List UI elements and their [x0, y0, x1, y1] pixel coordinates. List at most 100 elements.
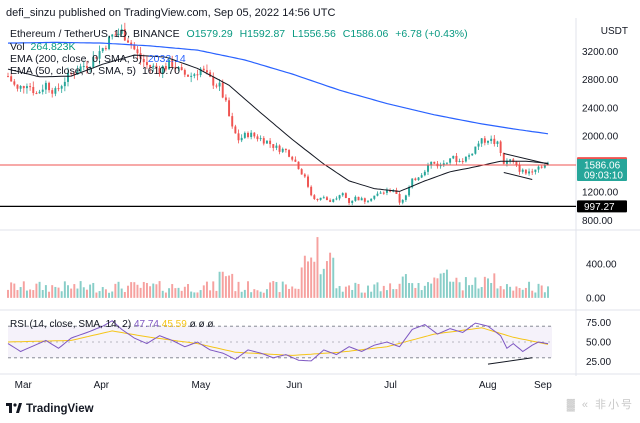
volume-bar [85, 289, 88, 298]
candle-body [171, 60, 174, 67]
volume-bar [35, 283, 38, 298]
candle-body [490, 138, 493, 141]
symbol-legend[interactable]: Ethereum / TetherUS, 1D, BINANCE O1579.2… [10, 28, 468, 40]
candle-body [471, 153, 474, 156]
volume-bar [104, 289, 107, 298]
candle-body [164, 66, 167, 70]
candle-body [85, 66, 88, 68]
volume-bar [76, 288, 79, 298]
candle-body [395, 190, 398, 194]
candle-body [427, 165, 429, 172]
volume-bar [490, 282, 493, 298]
volume-bar [385, 290, 388, 298]
ema200-line [7, 41, 549, 135]
candle-body [95, 56, 98, 59]
candle-body [25, 86, 28, 89]
volume-bar [265, 289, 268, 298]
volume-bar [278, 292, 281, 298]
candle-body [269, 140, 272, 145]
volume-bar [518, 288, 521, 298]
volume-bar [291, 286, 294, 298]
upper-trendline [503, 152, 549, 165]
candle-body [528, 171, 531, 174]
volume-bar [439, 273, 442, 298]
candle-body [332, 199, 335, 202]
candle-body [240, 137, 243, 141]
volume-bar [250, 292, 253, 298]
volume-bar [212, 281, 215, 298]
rsi-ma-value: 45.59 [161, 319, 187, 330]
volume-bar [354, 282, 357, 298]
brand-name: TradingView [26, 403, 94, 415]
candle-body [199, 68, 202, 76]
candle-body [57, 88, 60, 90]
time-tick-label: Apr [94, 380, 110, 391]
volume-bar [433, 277, 436, 298]
volume-bar [243, 289, 246, 298]
volume-bar [221, 271, 224, 298]
price-grid [0, 18, 640, 376]
candle-body [22, 85, 25, 89]
candle-body [458, 161, 461, 163]
currency-label: USDT [600, 26, 628, 37]
candle-body [13, 81, 16, 85]
volume-bar [63, 281, 66, 298]
volume-bar [44, 285, 47, 298]
volume-bar [130, 282, 133, 298]
volume-bar [120, 288, 123, 298]
volume-bar [414, 287, 417, 298]
volume-bar [521, 289, 524, 298]
volume-bar [247, 281, 249, 298]
candle-body [123, 29, 126, 41]
volume-bar [493, 273, 496, 298]
candle-body [212, 76, 215, 86]
volume-bar [344, 286, 347, 298]
volume-bar [348, 285, 351, 298]
volume-bar [234, 291, 237, 298]
candle-body [348, 197, 351, 203]
candle-body [111, 34, 114, 37]
candle-body [7, 76, 9, 78]
candle-body [341, 193, 344, 196]
price-tick-label: 3200.00 [582, 47, 619, 58]
ema200-legend[interactable]: EMA (200, close, 0, SMA, 5) 2032.14 [10, 53, 186, 65]
volume-bar [297, 288, 300, 298]
volume-bar [461, 290, 464, 298]
ema200-label: EMA (200, close, 0, SMA, 5) [10, 53, 142, 65]
volume-bar [259, 291, 262, 298]
ema50-legend[interactable]: EMA (50, close, 0, SMA, 5) 1610.70 [10, 65, 180, 77]
low-value: L1556.56 [292, 28, 336, 40]
candle-body [63, 81, 66, 87]
volume-bar [341, 291, 344, 298]
volume-bar [370, 291, 373, 298]
volume-bar [51, 285, 54, 298]
volume-bar [127, 285, 129, 298]
volume-bar [430, 283, 433, 298]
volume-bar [307, 261, 309, 298]
rsi-legend[interactable]: RSI (14, close, SMA, 14, 2) 47.74 45.59 … [10, 319, 213, 330]
time-tick-label: Jul [384, 380, 397, 391]
candle-body [385, 190, 388, 193]
candle-body [60, 86, 63, 89]
volume-bar [38, 281, 41, 298]
candle-body [411, 178, 414, 188]
candle-body [196, 74, 199, 76]
candle-body [183, 70, 186, 75]
time-axis: Mar Apr May Jun Jul Aug Sep [15, 380, 553, 391]
ema50-label: EMA (50, close, 0, SMA, 5) [10, 65, 137, 77]
volume-bar [32, 290, 35, 298]
rsi-trendline [487, 357, 533, 365]
time-tick-label: Aug [479, 380, 497, 391]
candle-body [130, 42, 133, 45]
close-value: C1586.06 [342, 28, 389, 40]
tradingview-logo[interactable]: TradingView [6, 403, 94, 415]
volume-legend[interactable]: Vol 264.823K [10, 41, 76, 53]
volume-bar [401, 276, 404, 298]
candle-body [524, 169, 527, 174]
candle-body [67, 72, 69, 82]
candle-body [187, 74, 189, 77]
volume-bar [480, 287, 483, 298]
candle-body [310, 186, 313, 196]
candle-body [272, 144, 275, 148]
